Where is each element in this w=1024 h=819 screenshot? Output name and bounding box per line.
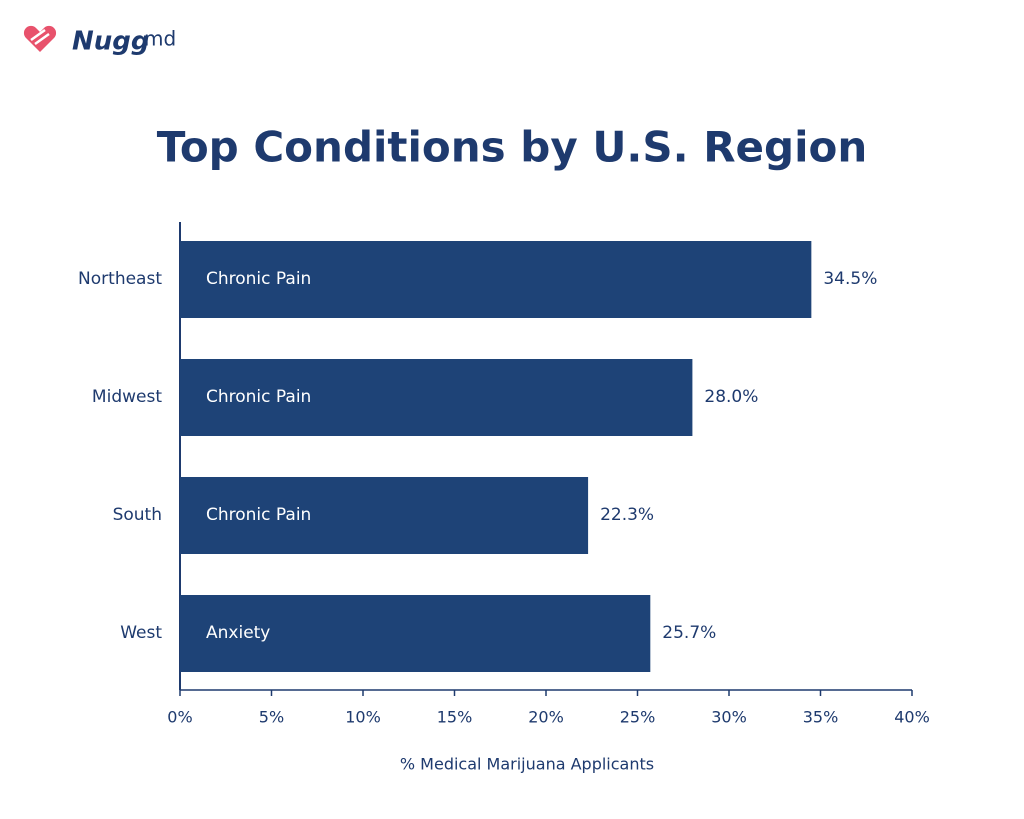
value-label: 22.3%: [600, 505, 654, 525]
x-tick-label: 40%: [894, 708, 930, 727]
logo: Nugg md: [23, 25, 176, 57]
y-tick-label: West: [120, 623, 162, 643]
y-tick-label: South: [113, 505, 162, 525]
logo-suffix: md: [144, 27, 176, 51]
bar: [180, 359, 693, 436]
logo-stripes: [30, 28, 50, 46]
x-tick-label: 0%: [167, 708, 192, 727]
x-tick-label: 15%: [437, 708, 473, 727]
value-label: 25.7%: [662, 623, 716, 643]
logo-brand: Nugg: [72, 27, 150, 57]
x-tick-label: 35%: [803, 708, 839, 727]
x-tick-label: 10%: [345, 708, 381, 727]
bar: [180, 595, 651, 672]
bar: [180, 477, 589, 554]
bar-label: Chronic Pain: [206, 505, 311, 525]
x-axis-title: % Medical Marijuana Applicants: [400, 755, 654, 774]
bar-label: Chronic Pain: [206, 387, 311, 407]
x-tick-label: 20%: [528, 708, 564, 727]
y-tick-label: Northeast: [78, 269, 162, 289]
x-tick-label: 5%: [259, 708, 284, 727]
chart-title: Top Conditions by U.S. Region: [157, 123, 868, 172]
bar-label: Anxiety: [206, 623, 270, 643]
bar-label: Chronic Pain: [206, 269, 311, 289]
value-label: 34.5%: [823, 269, 877, 289]
bar: [180, 241, 812, 318]
x-tick-label: 30%: [711, 708, 747, 727]
x-tick-label: 25%: [620, 708, 656, 727]
y-tick-label: Midwest: [92, 387, 162, 407]
value-label: 28.0%: [704, 387, 758, 407]
